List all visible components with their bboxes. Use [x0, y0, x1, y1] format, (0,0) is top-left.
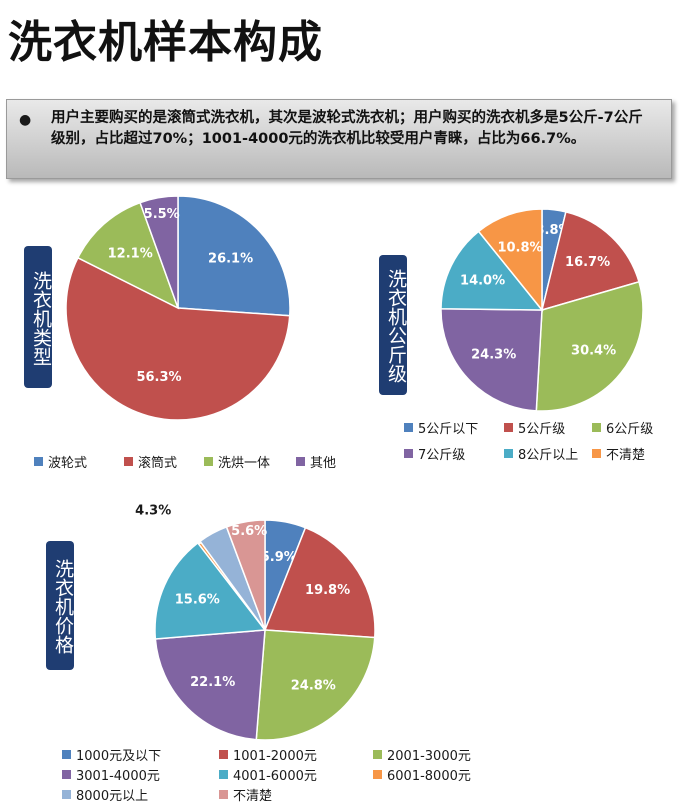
pie-slice — [65, 256, 291, 421]
pie-slice — [440, 230, 544, 311]
chart-title-weight: 洗衣机公斤级 — [379, 255, 407, 395]
legend-label: 1001-2000元 — [233, 749, 317, 764]
legend-item: 8公斤以上 — [504, 444, 578, 463]
legend-label: 其他 — [310, 456, 337, 471]
pie-slice — [154, 629, 266, 741]
legend-item: 1001-2000元 — [219, 745, 317, 764]
legend-label: 4001-6000元 — [233, 769, 317, 784]
pie-chart-type: 26.1% 56.3% 12.1% 5.5% — [65, 195, 291, 421]
legend-swatch — [504, 423, 513, 432]
legend-label: 6001-8000元 — [387, 769, 471, 784]
legend-label: 滚筒式 — [138, 456, 178, 471]
legend-swatch — [34, 457, 43, 466]
legend-label: 2001-3000元 — [387, 749, 471, 764]
legend-item: 8000元以上 — [62, 785, 148, 804]
legend-item: 滚筒式 — [124, 452, 177, 471]
bullet-icon: ● — [19, 112, 32, 128]
chart-title-type: 洗衣机类型 — [24, 246, 52, 388]
pie-slice — [440, 307, 543, 412]
slice-data-label: 56.3% — [136, 370, 181, 385]
legend-item: 7公斤级 — [404, 444, 465, 463]
legend-swatch — [219, 770, 228, 779]
legend-label: 8公斤以上 — [518, 448, 579, 463]
legend-item: 2001-3000元 — [373, 745, 471, 764]
legend-label: 8000元以上 — [76, 789, 149, 804]
legend-item: 6公斤级 — [592, 418, 653, 437]
legend-swatch — [404, 449, 413, 458]
pie-slice — [535, 280, 644, 412]
legend-label: 波轮式 — [48, 456, 88, 471]
legend-item: 洗烘一体 — [204, 452, 270, 471]
slice-data-label: 5.5% — [144, 207, 180, 222]
legend-item: 不清楚 — [219, 785, 272, 804]
slice-data-label: 4.3% — [135, 504, 171, 519]
slice-data-label: 30.4% — [571, 344, 616, 359]
legend-price: 1000元及以下 1001-2000元 2001-3000元 3001-4000元 40… — [62, 745, 522, 807]
legend-swatch — [404, 423, 413, 432]
legend-item: 4001-6000元 — [219, 765, 317, 784]
legend-label: 7公斤级 — [418, 448, 466, 463]
slice-data-label: 26.1% — [208, 251, 253, 266]
legend-label: 3001-4000元 — [76, 769, 160, 784]
legend-swatch — [504, 449, 513, 458]
pie-slice — [263, 526, 376, 639]
legend-item: 1000元及以下 — [62, 745, 161, 764]
legend-item: 3001-4000元 — [62, 765, 160, 784]
pie-slice — [76, 201, 180, 310]
summary-text: 用户主要购买的是滚筒式洗衣机，其次是波轮式洗衣机；用户购买的洗衣机多是5公斤-7… — [51, 110, 643, 147]
legend-swatch — [373, 770, 382, 779]
legend-item: 5公斤级 — [504, 418, 565, 437]
pie-slice — [477, 208, 543, 313]
slice-data-label: 19.8% — [305, 583, 350, 598]
chart-title-price: 洗衣机价格 — [46, 541, 74, 670]
pie-slice — [139, 195, 179, 309]
legend-label: 1000元及以下 — [76, 749, 162, 764]
page-title: 洗衣机样本构成 — [8, 17, 323, 68]
slice-data-label: 24.8% — [291, 679, 336, 694]
slice-data-label: 24.3% — [471, 348, 516, 363]
pie-slice — [177, 195, 291, 317]
legend-label: 5公斤以下 — [418, 422, 479, 437]
legend-label: 不清楚 — [233, 789, 273, 804]
legend-item: 5公斤以下 — [404, 418, 478, 437]
slice-data-label: 14.0% — [460, 274, 505, 289]
slice-data-label: 10.8% — [497, 240, 542, 255]
slice-data-label: 22.1% — [190, 675, 235, 690]
pie-slice — [225, 519, 266, 631]
legend-label: 5公斤级 — [518, 422, 566, 437]
legend-label: 不清楚 — [606, 448, 646, 463]
legend-label: 洗烘一体 — [218, 456, 271, 471]
summary-box: ● 用户主要购买的是滚筒式洗衣机，其次是波轮式洗衣机；用户购买的洗衣机多是5公斤… — [6, 99, 672, 179]
pie-slice — [154, 541, 267, 640]
legend-swatch — [219, 750, 228, 759]
legend-swatch — [204, 457, 213, 466]
legend-swatch — [592, 449, 601, 458]
legend-swatch — [219, 790, 228, 799]
legend-item: 波轮式 — [34, 452, 87, 471]
pie-slice — [540, 210, 640, 312]
legend-item: 其他 — [296, 452, 336, 471]
legend-item: 不清楚 — [592, 444, 645, 463]
legend-swatch — [62, 770, 71, 779]
slice-data-label: 16.7% — [565, 255, 610, 270]
slice-data-label: 5.6% — [231, 524, 267, 539]
pie-chart-price: 5.9%19.8%24.8%22.1%15.6%0.4%4.3%5.6% — [135, 504, 376, 741]
slice-data-label: 12.1% — [108, 247, 153, 262]
legend-item: 6001-8000元 — [373, 765, 471, 784]
legend-type: 波轮式 滚筒式 洗烘一体 其他 — [34, 452, 364, 472]
pie-slice — [255, 629, 376, 741]
legend-label: 6公斤级 — [606, 422, 654, 437]
legend-weight: 5公斤以下 5公斤级 6公斤级 7公斤级 8公斤以上 不清楚 — [404, 418, 680, 464]
slice-data-label: 5.9% — [261, 550, 297, 565]
legend-swatch — [373, 750, 382, 759]
slice-data-label: 15.6% — [175, 593, 220, 608]
legend-swatch — [296, 457, 305, 466]
legend-swatch — [62, 750, 71, 759]
legend-swatch — [62, 790, 71, 799]
legend-swatch — [124, 457, 133, 466]
pie-chart-weight: 3.8%16.7%30.4%24.3%14.0%10.8% — [440, 208, 644, 412]
legend-swatch — [592, 423, 601, 432]
